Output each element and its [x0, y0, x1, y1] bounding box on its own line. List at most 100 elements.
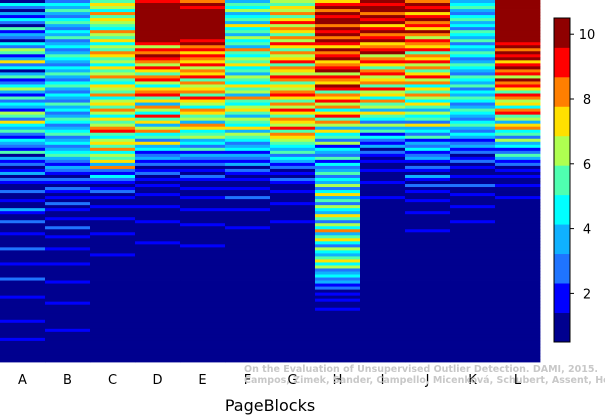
heatmap-cell: [225, 214, 271, 218]
heatmap-cell: [90, 322, 136, 327]
heatmap-cell: [180, 75, 226, 79]
heatmap-cell: [135, 54, 181, 58]
heatmap-cell: [270, 310, 316, 315]
heatmap-cell: [270, 144, 316, 149]
heatmap-cell: [360, 283, 406, 287]
heatmap-cell: [180, 135, 226, 140]
heatmap-cell: [450, 177, 496, 182]
heatmap-cell: [450, 48, 496, 52]
heatmap-cell: [180, 259, 226, 263]
heatmap-cell: [405, 235, 451, 239]
heatmap-cell: [0, 99, 46, 103]
heatmap-cell: [90, 126, 136, 131]
heatmap-cell: [315, 253, 361, 257]
x-tick-label: I: [381, 373, 385, 388]
heatmap-cell: [315, 229, 361, 233]
heatmap-cell: [450, 298, 496, 303]
heatmap-cell: [225, 337, 271, 342]
heatmap-cell: [0, 147, 46, 152]
heatmap-cell: [495, 316, 541, 321]
heatmap-cell: [0, 322, 46, 327]
heatmap-cell: [405, 153, 451, 158]
heatmap-cell: [495, 184, 541, 188]
heatmap-cell: [225, 229, 271, 233]
heatmap-cell: [315, 24, 361, 28]
heatmap-cell: [135, 57, 181, 61]
heatmap-cell: [225, 217, 271, 221]
heatmap-cell: [180, 36, 226, 40]
heatmap-cell: [0, 153, 46, 158]
heatmap-cell: [360, 138, 406, 143]
heatmap-cell: [270, 150, 316, 155]
heatmap-cell: [225, 325, 271, 330]
heatmap-cell: [495, 247, 541, 251]
heatmap-cell: [225, 138, 271, 143]
heatmap-cell: [405, 343, 451, 348]
heatmap-cell: [405, 283, 451, 287]
heatmap-cell: [405, 349, 451, 354]
heatmap-cell: [225, 96, 271, 100]
heatmap-cell: [495, 156, 541, 161]
heatmap-cell: [0, 253, 46, 257]
heatmap-cell: [495, 271, 541, 275]
heatmap-cell: [405, 57, 451, 61]
heatmap-cell: [360, 319, 406, 324]
heatmap-cell: [225, 232, 271, 236]
heatmap-cell: [405, 12, 451, 16]
heatmap-cell: [135, 42, 181, 46]
heatmap-cell: [45, 280, 91, 284]
heatmap-cell: [0, 48, 46, 52]
heatmap-cell: [360, 66, 406, 70]
heatmap-cell: [0, 202, 46, 206]
heatmap-cell: [315, 87, 361, 91]
heatmap-cell: [90, 196, 136, 200]
heatmap-cell: [135, 340, 181, 345]
heatmap-cell: [90, 235, 136, 239]
heatmap-cell: [180, 66, 226, 70]
heatmap-cell: [495, 138, 541, 143]
heatmap-cell: [405, 205, 451, 209]
heatmap-cell: [360, 214, 406, 218]
heatmap-cell: [315, 108, 361, 113]
heatmap-cell: [495, 21, 541, 25]
heatmap-cell: [495, 90, 541, 94]
heatmap-cell: [225, 6, 271, 10]
heatmap-cell: [405, 280, 451, 284]
heatmap-cell: [0, 181, 46, 185]
heatmap-cell: [495, 352, 541, 357]
heatmap-cell: [90, 283, 136, 287]
heatmap-cell: [270, 69, 316, 73]
heatmap-cell: [225, 102, 271, 106]
heatmap-cell: [495, 328, 541, 333]
heatmap-cell: [315, 313, 361, 318]
heatmap-cell: [90, 99, 136, 103]
heatmap-cell: [180, 202, 226, 206]
heatmap-cell: [315, 147, 361, 152]
heatmap-cell: [225, 90, 271, 94]
heatmap-cell: [0, 96, 46, 100]
heatmap-cell: [90, 21, 136, 25]
heatmap-cell: [495, 298, 541, 303]
heatmap-cell: [270, 99, 316, 103]
heatmap-cell: [180, 352, 226, 357]
heatmap-cell: [360, 301, 406, 306]
heatmap-cell: [360, 84, 406, 88]
heatmap-cell: [45, 12, 91, 16]
heatmap-cell: [315, 99, 361, 103]
heatmap-cell: [135, 93, 181, 97]
heatmap-cell: [360, 0, 406, 4]
heatmap-cell: [180, 298, 226, 303]
heatmap-cell: [180, 54, 226, 58]
heatmap-cell: [90, 313, 136, 318]
heatmap-cell: [180, 162, 226, 167]
heatmap-cell: [0, 72, 46, 76]
heatmap-cell: [135, 171, 181, 176]
heatmap-cell: [180, 12, 226, 16]
heatmap-cell: [0, 304, 46, 309]
heatmap-cell: [405, 355, 451, 360]
heatmap-cell: [450, 78, 496, 82]
heatmap-cell: [135, 33, 181, 37]
heatmap-cell: [225, 15, 271, 19]
heatmap-cell: [225, 114, 271, 119]
heatmap-cell: [135, 150, 181, 155]
